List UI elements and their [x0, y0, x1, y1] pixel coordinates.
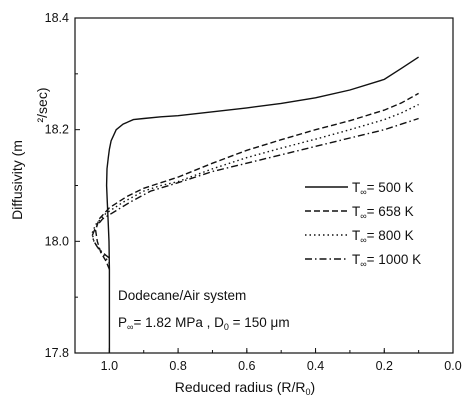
- x-tick-label: 0.8: [169, 359, 186, 373]
- series-layer: [91, 56, 419, 353]
- legend-label-3: T∞= 800 K: [352, 228, 414, 245]
- legend-label-2: T∞= 658 K: [352, 204, 414, 221]
- annotation-system: Dodecane/Air system: [118, 288, 246, 303]
- y-tick-label: 18.0: [45, 234, 69, 248]
- series-line-4: [91, 117, 419, 259]
- y-axis-label-units: ²/sec): [34, 88, 50, 123]
- series-line-1: [105, 56, 419, 353]
- legend: T∞= 500 K T∞= 658 K T∞= 800 K T∞= 1000 K: [305, 180, 421, 269]
- x-tick-label: 0.0: [444, 359, 461, 373]
- annotation-conditions: P∞= 1.82 MPa , D0 = 150 μm: [118, 315, 290, 332]
- legend-label-4: T∞= 1000 K: [352, 252, 421, 269]
- y-axis-ticks: 17.8 18.0 18.2 18.4: [45, 11, 80, 360]
- x-tick-label: 0.4: [307, 359, 324, 373]
- x-axis-label: Reduced radius (R/R0): [175, 379, 315, 397]
- y-tick-label: 18.2: [45, 123, 69, 137]
- y-tick-label: 18.4: [45, 11, 69, 25]
- y-axis-label: Diffusivity (m: [9, 140, 25, 220]
- y-tick-label: 17.8: [45, 346, 69, 360]
- series-line-2: [94, 92, 419, 270]
- series-line-3: [91, 103, 419, 265]
- x-tick-label: 0.6: [238, 359, 255, 373]
- x-tick-label: 1.0: [101, 359, 118, 373]
- x-axis-ticks: 1.0 0.8 0.6 0.4 0.2 0.0: [74, 348, 462, 373]
- x-tick-label: 0.2: [376, 359, 393, 373]
- legend-label-1: T∞= 500 K: [352, 180, 414, 197]
